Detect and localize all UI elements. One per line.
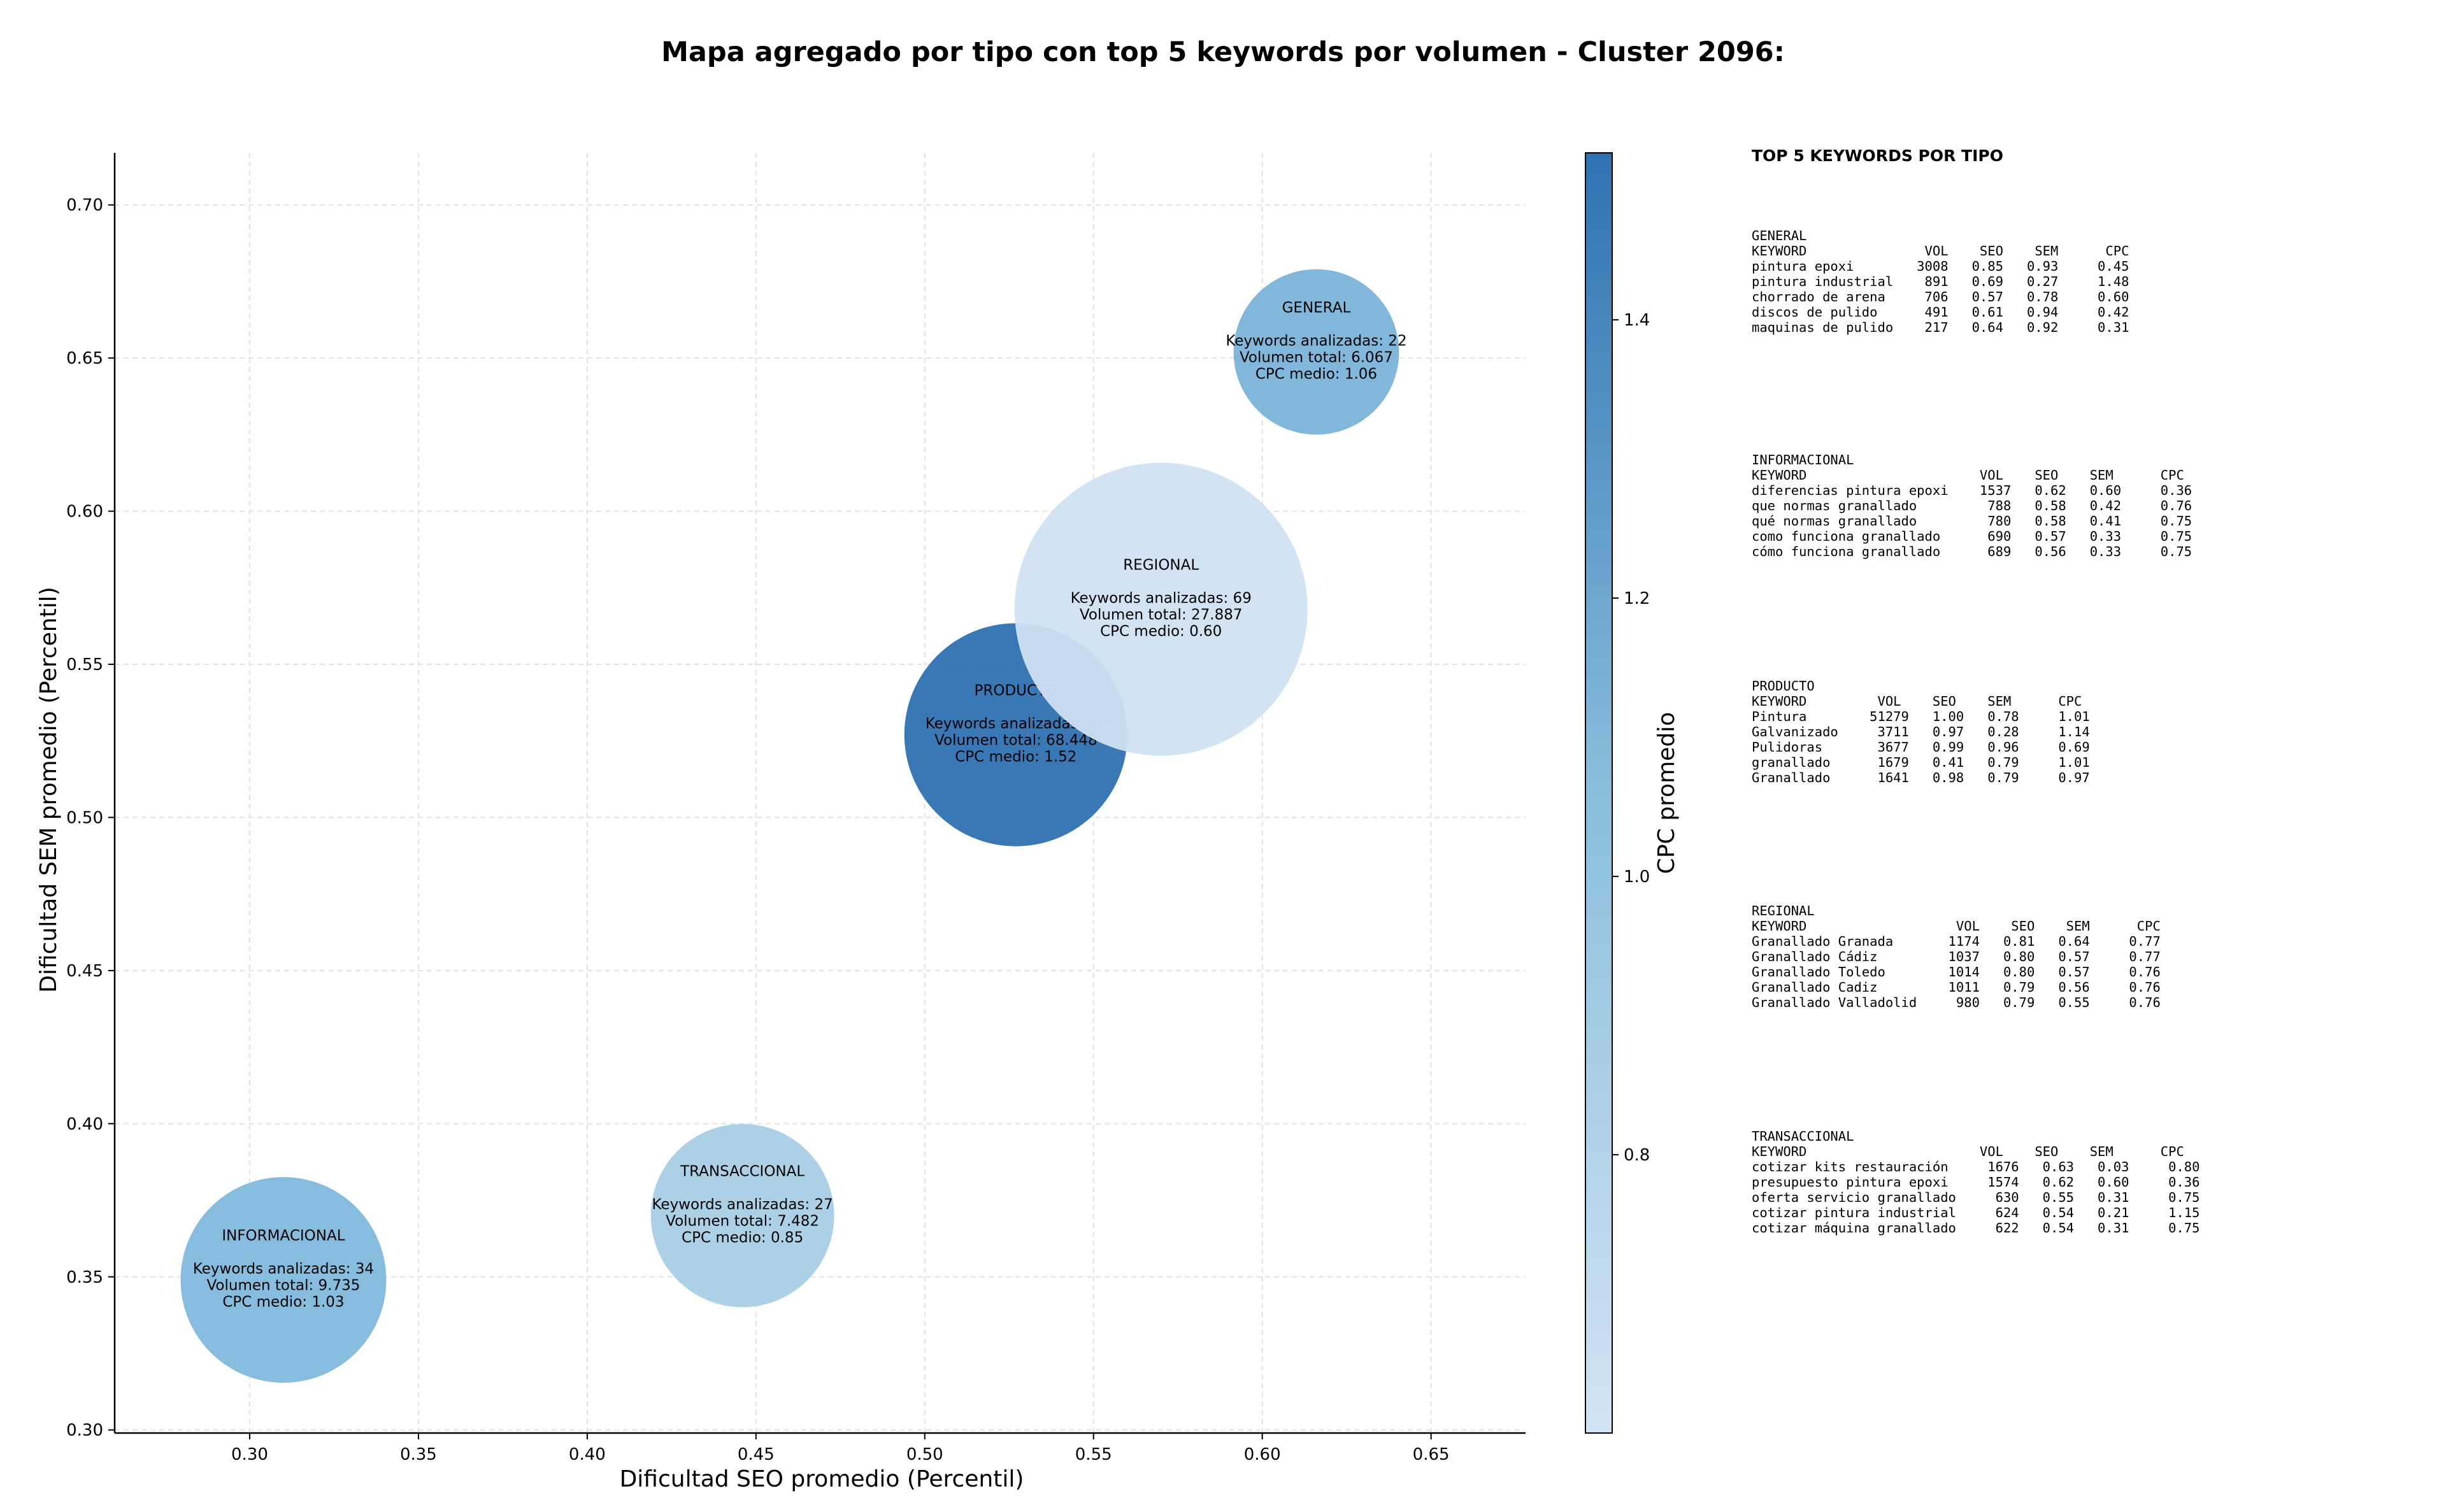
keyword-row: cotizar máquina granallado 622 0.54 0.31…	[1752, 1220, 2200, 1236]
y-tick-label: 0.70	[66, 196, 103, 215]
bubble-label: TRANSACCIONAL	[680, 1164, 805, 1180]
bubble-stat: Keywords analizadas: 34	[193, 1261, 374, 1278]
bubble-label: INFORMACIONAL	[222, 1228, 345, 1245]
y-tick-label: 0.55	[66, 655, 103, 674]
keyword-row: Pulidoras 3677 0.99 0.96 0.69	[1752, 739, 2090, 755]
bubble-stat: Volumen total: 68.448	[934, 732, 1098, 749]
block-title: PRODUCTO	[1752, 678, 1815, 694]
keyword-row: Granallado Granada 1174 0.81 0.64 0.77	[1752, 934, 2161, 949]
keyword-row: Granallado Cádiz 1037 0.80 0.57 0.77	[1752, 949, 2161, 964]
keyword-row: diferencias pintura epoxi 1537 0.62 0.60…	[1752, 483, 2192, 498]
keyword-block-general: GENERAL KEYWORD VOL SEO SEM CPC pintura ep…	[1752, 228, 2129, 335]
top-keywords-panel: TOP 5 KEYWORDS POR TIPO GENERAL KEYWORD V…	[1752, 146, 2421, 1236]
bubble-circle	[1233, 269, 1399, 435]
keyword-row: Granallado Toledo 1014 0.80 0.57 0.76	[1752, 964, 2161, 980]
y-tick-label: 0.60	[66, 503, 103, 522]
bubble-stat: CPC medio: 1.03	[222, 1294, 344, 1311]
block-header: KEYWORD VOL SEO SEM CPC	[1752, 1144, 2184, 1159]
block-title: GENERAL	[1752, 228, 1807, 243]
bubble-stat: CPC medio: 1.06	[1255, 366, 1377, 383]
y-tick-label: 0.40	[66, 1115, 103, 1134]
keyword-block-transaccional: TRANSACCIONAL KEYWORD VOL SEO SEM CPC coti…	[1752, 1129, 2200, 1236]
keyword-row: presupuesto pintura epoxi 1574 0.62 0.60…	[1752, 1174, 2200, 1190]
keyword-row: cotizar pintura industrial 624 0.54 0.21…	[1752, 1205, 2200, 1220]
keyword-row: oferta servicio granallado 630 0.55 0.31…	[1752, 1190, 2200, 1205]
x-tick-label: 0.40	[569, 1445, 606, 1464]
colorbar-tick-label: 1.2	[1624, 589, 1650, 608]
colorbar	[1585, 152, 1613, 1434]
x-tick-label: 0.50	[906, 1445, 943, 1464]
colorbar-label: CPC promedio	[1654, 712, 1680, 874]
x-axis-label: Dificultad SEO promedio (Percentil)	[620, 1466, 1024, 1492]
bubble-stat: Volumen total: 27.887	[1080, 606, 1243, 623]
y-tick-label: 0.65	[66, 349, 103, 368]
keyword-row: Galvanizado 3711 0.97 0.28 1.14	[1752, 724, 2090, 739]
x-tick-label: 0.45	[738, 1445, 775, 1464]
bubble-stat: CPC medio: 0.85	[682, 1230, 803, 1246]
axes: 0.30 0.35 0.40 0.45 0.50 0.55 0.60 0.65 0.30 0.35…	[66, 153, 1526, 1464]
keyword-row: cotizar kits restauración 1676 0.63 0.03…	[1752, 1159, 2200, 1174]
bubble-stat: Volumen total: 6.067	[1240, 350, 1393, 366]
x-tick-label: 0.60	[1244, 1445, 1281, 1464]
bubble-label: GENERAL	[1282, 300, 1351, 317]
colorbar-tick-label: 1.4	[1624, 311, 1650, 330]
keyword-block-regional: REGIONAL KEYWORD VOL SEO SEM CPC Granallad…	[1752, 903, 2161, 1010]
bubble-stat: CPC medio: 0.60	[1100, 623, 1222, 639]
bubble-informacional: INFORMACIONAL Keywords analizadas: 34Volu…	[180, 1177, 387, 1383]
y-tick-label: 0.35	[66, 1268, 103, 1287]
keyword-row: discos de pulido 491 0.61 0.94 0.42	[1752, 304, 2129, 320]
bubble-stat: Keywords analizadas: 69	[1071, 590, 1252, 606]
panel-heading: TOP 5 KEYWORDS POR TIPO	[1752, 146, 2003, 165]
bubble-circle	[650, 1123, 834, 1308]
y-tick-label: 0.50	[66, 808, 103, 827]
colorbar-tick-label: 1.0	[1624, 867, 1650, 887]
keyword-row: cómo funciona granallado 689 0.56 0.33 0…	[1752, 544, 2192, 559]
keyword-block-informacional: INFORMACIONAL KEYWORD VOL SEO SEM CPC dife…	[1752, 452, 2192, 559]
y-axis-label: Dificultad SEM promedio (Percentil)	[36, 587, 62, 993]
block-header: KEYWORD VOL SEO SEM CPC	[1752, 467, 2184, 483]
bubble-transaccional: TRANSACCIONAL Keywords analizadas: 27Volu…	[650, 1123, 834, 1308]
block-header: KEYWORD VOL SEO SEM CPC	[1752, 918, 2161, 934]
bubble-label: REGIONAL	[1123, 557, 1199, 573]
keyword-row: chorrado de arena 706 0.57 0.78 0.60	[1752, 289, 2129, 304]
block-header: KEYWORD VOL SEO SEM CPC	[1752, 694, 2082, 709]
bubble-stat: Volumen total: 9.735	[206, 1278, 360, 1294]
block-title: INFORMACIONAL	[1752, 452, 1854, 467]
block-header: KEYWORD VOL SEO SEM CPC	[1752, 243, 2129, 259]
colorbar-tick-label: 0.8	[1624, 1146, 1650, 1165]
keyword-block-producto: PRODUCTO KEYWORD VOL SEO SEM CPC Pintura 5…	[1752, 678, 2090, 785]
x-tick-label: 0.30	[231, 1445, 268, 1464]
keyword-row: Granallado 1641 0.98 0.79 0.97	[1752, 770, 2090, 785]
x-tick-label: 0.65	[1413, 1445, 1450, 1464]
block-title: TRANSACCIONAL	[1752, 1129, 1854, 1144]
keyword-row: granallado 1679 0.41 0.79 1.01	[1752, 755, 2090, 770]
bubble-circle	[180, 1177, 387, 1383]
keyword-row: maquinas de pulido 217 0.64 0.92 0.31	[1752, 320, 2129, 335]
grid	[115, 153, 1526, 1433]
keyword-row: Granallado Cadiz 1011 0.79 0.56 0.76	[1752, 980, 2161, 995]
keyword-row: que normas granallado 788 0.58 0.42 0.76	[1752, 498, 2192, 513]
bubble-stat: Volumen total: 7.482	[666, 1213, 819, 1230]
bubble-stat: Keywords analizadas: 27	[652, 1197, 833, 1213]
bubble-stat: CPC medio: 1.52	[955, 749, 1076, 766]
block-title: REGIONAL	[1752, 903, 1815, 918]
x-tick-label: 0.55	[1075, 1445, 1112, 1464]
y-tick-label: 0.30	[66, 1421, 103, 1440]
keyword-row: Granallado Valladolid 980 0.79 0.55 0.76	[1752, 995, 2161, 1010]
x-tick-label: 0.35	[400, 1445, 437, 1464]
keyword-row: pintura epoxi 3008 0.85 0.93 0.45	[1752, 259, 2129, 274]
keyword-row: qué normas granallado 780 0.58 0.41 0.75	[1752, 513, 2192, 529]
bubble-circle	[1014, 462, 1308, 756]
y-tick-label: 0.45	[66, 962, 103, 981]
keyword-row: pintura industrial 891 0.69 0.27 1.48	[1752, 274, 2129, 289]
chart-title: Mapa agregado por tipo con top 5 keyword…	[661, 36, 1785, 68]
bubble-stat: Keywords analizadas: 22	[1226, 333, 1406, 350]
keyword-row: Pintura 51279 1.00 0.78 1.01	[1752, 709, 2090, 724]
colorbar-ticks: 0.8 1.0 1.2 1.4	[1612, 311, 1650, 1165]
keyword-row: como funciona granallado 690 0.57 0.33 0…	[1752, 529, 2192, 544]
